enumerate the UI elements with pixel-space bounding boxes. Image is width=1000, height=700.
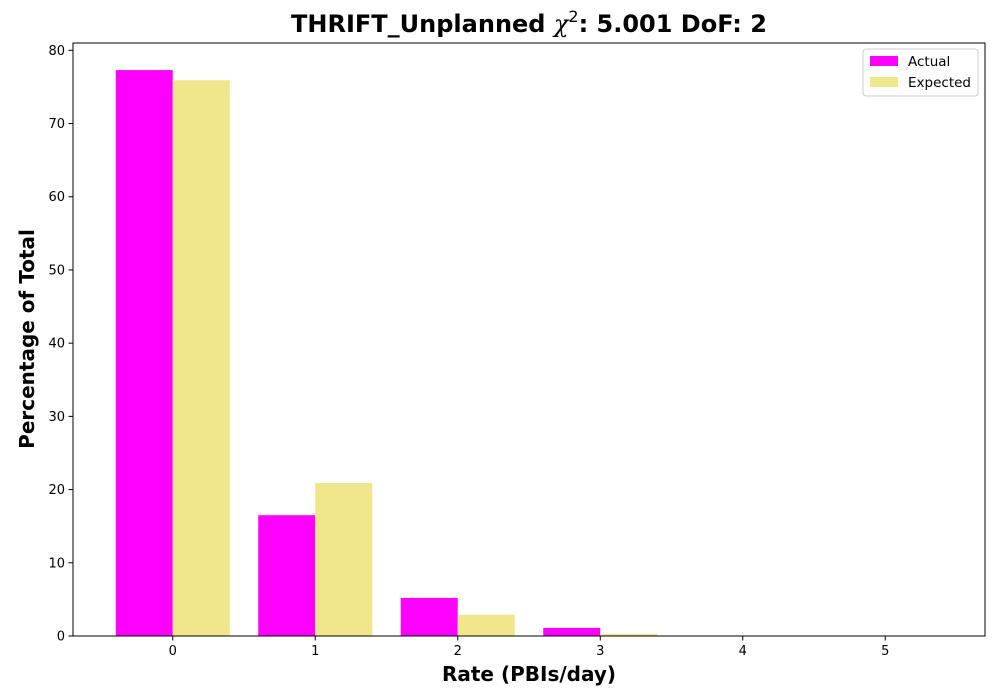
x-tick-label-5: 5 (881, 644, 889, 659)
y-tick-label-3: 30 (48, 410, 65, 425)
x-tick-label-0: 0 (169, 644, 177, 659)
bars-layer (116, 70, 658, 636)
legend-swatch-actual (870, 56, 898, 66)
legend-label-expected: Expected (908, 75, 971, 91)
x-tick-label-1: 1 (311, 644, 319, 659)
bar-expected-2 (458, 615, 515, 636)
y-tick-label-2: 20 (48, 483, 65, 498)
chart-title: THRIFT_Unplanned χ2: 5.001 DoF: 2 (291, 7, 767, 38)
chart-title-symbol: χ (552, 10, 570, 38)
legend-label-actual: Actual (908, 54, 950, 70)
y-tick-label-5: 50 (48, 263, 65, 278)
x-tick-label-4: 4 (739, 644, 747, 659)
x-tick-label-2: 2 (454, 644, 462, 659)
y-axis-title: Percentage of Total (15, 229, 39, 449)
chart-title-main: THRIFT_Unplanned (291, 10, 554, 38)
chart-title-rest: : 5.001 DoF: 2 (579, 10, 767, 38)
bar-actual-0 (116, 70, 173, 636)
y-tick-label-1: 10 (48, 556, 65, 571)
legend: Actual Expected (863, 49, 978, 96)
bar-actual-1 (258, 515, 315, 636)
bar-expected-0 (173, 80, 230, 636)
bar-expected-1 (315, 483, 372, 636)
x-tick-label-3: 3 (596, 644, 604, 659)
y-tick-label-8: 80 (48, 44, 65, 59)
bar-actual-2 (401, 598, 458, 636)
x-axis-title: Rate (PBIs/day) (442, 662, 616, 686)
chart-title-superscript: 2 (568, 7, 578, 26)
y-tick-label-7: 70 (48, 117, 65, 132)
bar-actual-3 (543, 628, 600, 636)
y-tick-label-6: 60 (48, 190, 65, 205)
y-tick-label-0: 0 (57, 630, 65, 645)
legend-swatch-expected (870, 77, 898, 87)
y-tick-label-4: 40 (48, 337, 65, 352)
